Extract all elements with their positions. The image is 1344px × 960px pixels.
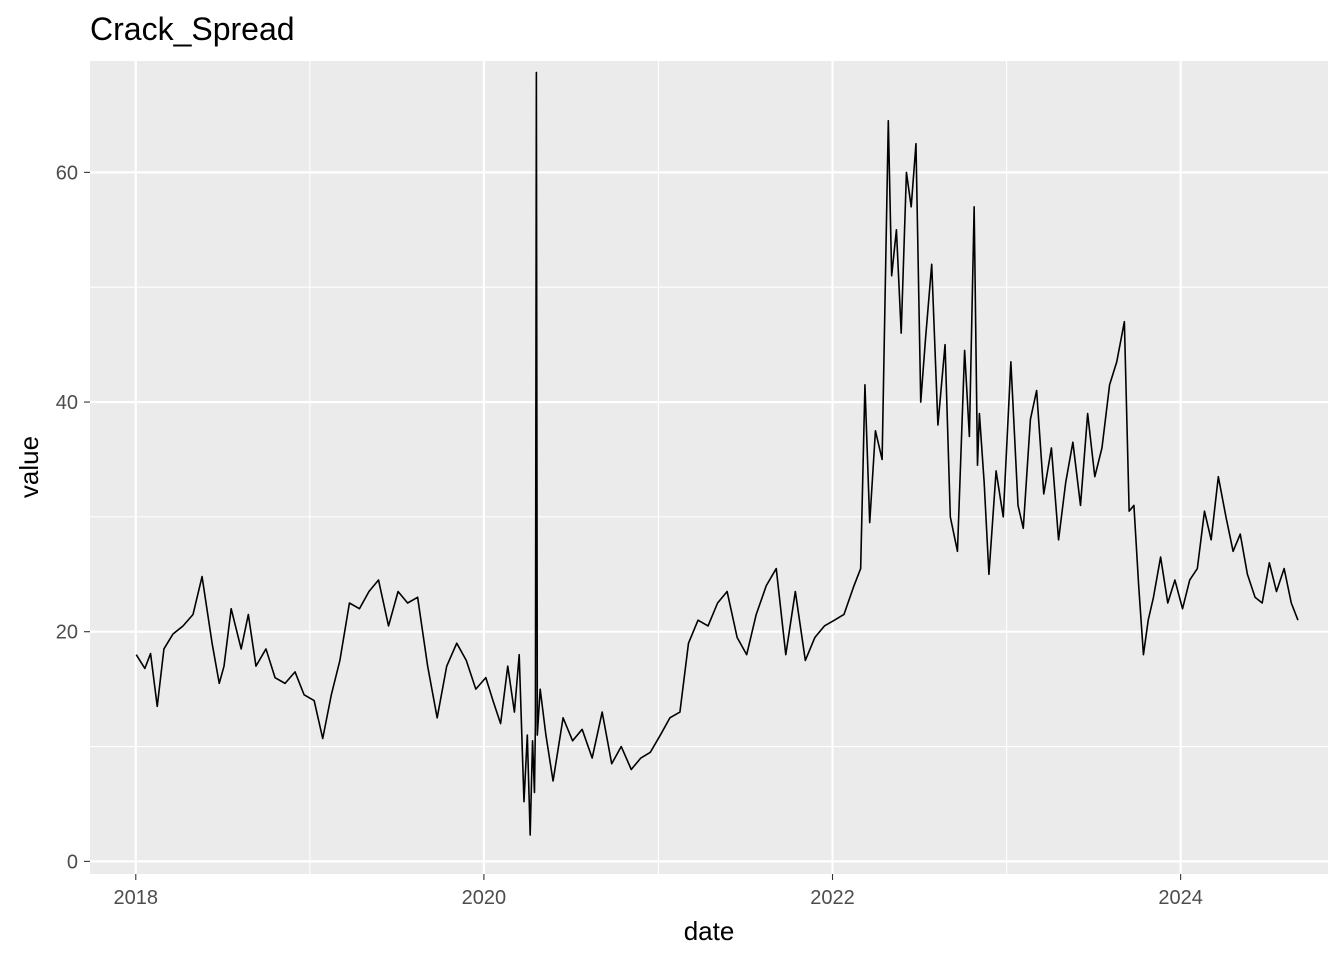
chart-title: Crack_Spread (90, 11, 295, 47)
y-tick-label: 0 (67, 851, 78, 873)
series-line-0 (135, 71, 1299, 836)
y-tick-label: 20 (56, 622, 78, 644)
x-tick-label: 2024 (1158, 887, 1203, 909)
x-axis-title: date (684, 916, 735, 946)
plot-panel (90, 61, 1328, 874)
x-axis: 2018 2020 2022 2024 (114, 874, 1203, 909)
y-axis: 0 20 40 60 (56, 162, 90, 873)
major-gridlines (90, 61, 1328, 874)
y-tick-label: 40 (56, 392, 78, 414)
x-tick-label: 2020 (462, 887, 507, 909)
x-tick-label: 2022 (810, 887, 855, 909)
y-tick-label: 60 (56, 162, 78, 184)
x-tick-label: 2018 (114, 887, 159, 909)
y-axis-title: value (14, 436, 44, 498)
series-layer (135, 71, 1299, 836)
